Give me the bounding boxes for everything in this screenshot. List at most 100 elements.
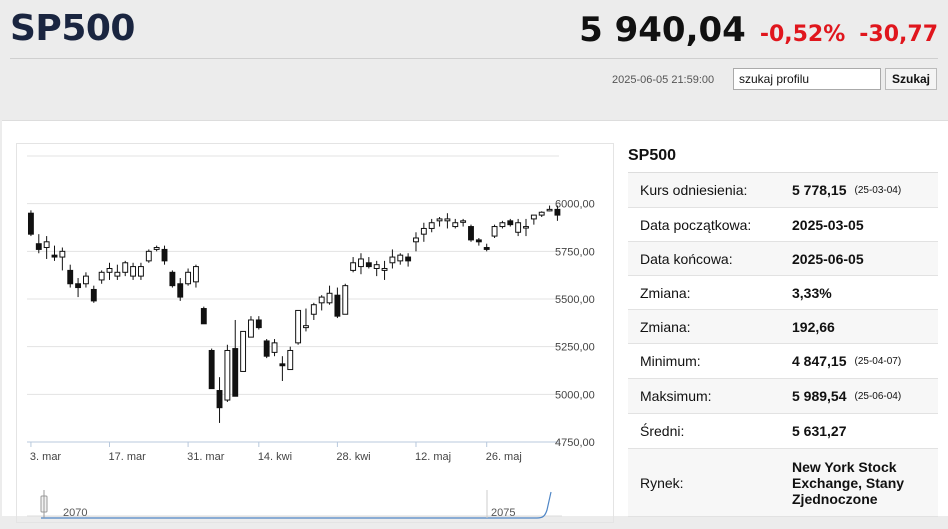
info-row: Rynek: New York Stock Exchange, Stany Zje… — [628, 449, 938, 517]
candle[interactable] — [90, 285, 97, 303]
candle[interactable] — [161, 245, 168, 265]
candle-body — [460, 220, 467, 223]
symbol-title: SP500 — [10, 8, 135, 49]
candle[interactable] — [200, 306, 207, 325]
candle[interactable] — [365, 257, 372, 269]
candle[interactable] — [460, 218, 467, 227]
candle[interactable] — [248, 316, 254, 338]
candle[interactable] — [185, 268, 192, 286]
candle[interactable] — [334, 287, 341, 319]
info-row-value: New York Stock Exchange, Stany Zjednoczo… — [792, 458, 905, 507]
candle[interactable] — [98, 270, 105, 284]
candle[interactable] — [452, 218, 459, 229]
candle[interactable] — [130, 262, 137, 280]
info-row: Zmiana: 3,33% — [628, 276, 938, 310]
info-row: Minimum: 4 847,15 (25-04-07) — [628, 344, 938, 379]
candle[interactable] — [122, 260, 129, 277]
candle[interactable] — [153, 245, 160, 252]
candle[interactable] — [106, 262, 113, 280]
candle[interactable] — [397, 253, 404, 265]
candle[interactable] — [389, 249, 396, 269]
candle[interactable] — [59, 247, 66, 271]
candle-body — [483, 247, 490, 250]
header-divider — [10, 58, 938, 59]
search-button[interactable]: Szukaj — [885, 68, 937, 90]
x-tick-label: 12. maj — [415, 451, 451, 463]
candle-body — [255, 319, 262, 329]
candle[interactable] — [350, 257, 357, 273]
candle[interactable] — [279, 356, 286, 381]
candle[interactable] — [475, 237, 482, 246]
candle-body — [389, 256, 396, 264]
candle-body — [83, 275, 89, 285]
candle[interactable] — [507, 218, 514, 227]
candle[interactable] — [193, 264, 199, 288]
profile-search-input[interactable] — [733, 68, 881, 90]
candle[interactable] — [499, 220, 506, 229]
candle-body — [413, 237, 419, 243]
candle[interactable] — [145, 249, 152, 263]
candle[interactable] — [295, 309, 302, 345]
candle[interactable] — [546, 205, 553, 212]
info-row: Kurs odniesienia: 5 778,15 (25-03-04) — [628, 173, 938, 208]
info-row-value: 192,66 — [792, 318, 835, 335]
candle[interactable] — [114, 264, 121, 280]
candle[interactable] — [271, 339, 278, 357]
info-row-value: 2025-06-05 — [792, 250, 864, 267]
candle[interactable] — [208, 348, 215, 390]
candle[interactable] — [530, 214, 537, 225]
candle[interactable] — [523, 218, 529, 237]
info-row-value: 5 631,27 — [792, 423, 847, 439]
x-axis-ticks: 3. mar 17. mar 31. mar 14. kwi 28. kwi 12. ma… — [30, 442, 522, 463]
candle[interactable] — [358, 253, 364, 275]
candle[interactable] — [310, 302, 317, 320]
candle[interactable] — [381, 260, 388, 280]
candle[interactable] — [83, 272, 89, 288]
candle[interactable] — [342, 283, 349, 315]
candle[interactable] — [318, 295, 325, 311]
candle[interactable] — [216, 377, 223, 423]
candle-body — [523, 226, 529, 229]
candle[interactable] — [554, 205, 561, 221]
candle-body — [491, 226, 498, 237]
candle[interactable] — [43, 236, 50, 259]
candle[interactable] — [326, 285, 333, 305]
candle[interactable] — [428, 218, 435, 233]
range-navigator: 2070 2075 — [27, 490, 562, 519]
candle-body — [515, 222, 522, 233]
candle[interactable] — [138, 262, 144, 280]
candle[interactable] — [35, 234, 42, 254]
candle[interactable] — [263, 339, 270, 359]
candle[interactable] — [67, 264, 74, 288]
candle-body — [310, 304, 317, 315]
candle[interactable] — [491, 224, 498, 238]
candle[interactable] — [420, 222, 427, 242]
current-price: 5 940,04 — [579, 10, 746, 50]
content-panel: 6000,00 5750,00 5500,00 5250,00 5000,00 4750,… — [2, 120, 948, 523]
candle[interactable] — [240, 330, 247, 372]
candle[interactable] — [303, 308, 309, 332]
candle-body — [436, 218, 443, 222]
candle[interactable] — [177, 278, 184, 301]
candle[interactable] — [287, 346, 294, 371]
candle[interactable] — [255, 316, 262, 330]
candle[interactable] — [27, 210, 34, 237]
candle[interactable] — [51, 245, 58, 261]
candle[interactable] — [468, 224, 474, 242]
candle[interactable] — [232, 319, 239, 397]
candle-body — [381, 267, 388, 271]
candle[interactable] — [405, 253, 412, 267]
candle[interactable] — [483, 243, 490, 252]
candle[interactable] — [413, 232, 419, 252]
candle[interactable] — [515, 218, 522, 237]
candle[interactable] — [169, 270, 176, 288]
candlestick-chart[interactable]: 6000,00 5750,00 5500,00 5250,00 5000,00 4750,… — [17, 144, 615, 524]
candle[interactable] — [436, 217, 443, 227]
candle[interactable] — [224, 344, 231, 402]
instrument-info-table: SP500 Kurs odniesienia: 5 778,15 (25-03-04… — [628, 143, 938, 517]
candle[interactable] — [373, 260, 380, 277]
candle[interactable] — [444, 213, 451, 229]
candle[interactable] — [75, 278, 82, 298]
info-row-label: Zmiana: — [640, 318, 691, 335]
candle[interactable] — [538, 211, 545, 218]
